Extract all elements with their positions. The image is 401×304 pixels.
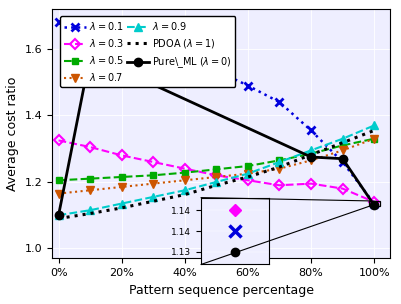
$\lambda = 0.9$	[182, 188, 187, 192]
Line: $\lambda = 0.3$: $\lambda = 0.3$	[55, 137, 377, 206]
$\lambda = 0.9$	[339, 137, 344, 140]
Pure\_ML ($\lambda = 0$)	[339, 157, 344, 161]
PDOA ($\lambda = 1$)	[56, 217, 61, 220]
$\lambda = 0.1$	[276, 100, 281, 104]
$\lambda = 0.9$	[87, 208, 92, 212]
X-axis label: Pattern sequence percentage: Pattern sequence percentage	[128, 284, 313, 297]
$\lambda = 0.7$	[276, 167, 281, 171]
PDOA ($\lambda = 1$)	[276, 165, 281, 169]
Legend: $\lambda = 0.1$, $\lambda = 0.3$, $\lambda = 0.5$, $\lambda = 0.7$, $\lambda = 0: $\lambda = 0.1$, $\lambda = 0.3$, $\lamb…	[60, 16, 235, 87]
$\lambda = 0.5$	[56, 178, 61, 182]
$\lambda = 0.5$	[339, 143, 344, 147]
$\lambda = 0.1$	[371, 202, 376, 206]
$\lambda = 0.5$	[213, 168, 218, 171]
Bar	[369, 201, 379, 206]
PDOA ($\lambda = 1$)	[245, 175, 250, 179]
$\lambda = 0.7$	[182, 178, 187, 182]
$\lambda = 0.5$	[87, 177, 92, 181]
$\lambda = 0.3$	[371, 200, 376, 204]
$\lambda = 0.3$	[150, 160, 155, 164]
$\lambda = 0.3$	[339, 187, 344, 190]
$\lambda = 0.9$	[150, 195, 155, 199]
$\lambda = 0.5$	[245, 164, 250, 168]
$\lambda = 0.7$	[339, 149, 344, 152]
Pure\_ML ($\lambda = 0$)	[371, 203, 376, 207]
Pure\_ML ($\lambda = 0$)	[87, 54, 92, 57]
Line: $\lambda = 0.5$: $\lambda = 0.5$	[55, 135, 377, 184]
$\lambda = 0.5$	[150, 174, 155, 177]
PDOA ($\lambda = 1$)	[87, 212, 92, 215]
Y-axis label: Average cost ratio: Average cost ratio	[6, 77, 19, 191]
$\lambda = 0.7$	[119, 185, 124, 189]
$\lambda = 0.1$	[87, 29, 92, 33]
$\lambda = 0.3$	[276, 183, 281, 187]
$\lambda = 0.9$	[119, 202, 124, 206]
$\lambda = 0.5$	[182, 171, 187, 174]
$\lambda = 0.7$	[245, 172, 250, 175]
PDOA ($\lambda = 1$)	[371, 129, 376, 132]
$\lambda = 0.3$	[308, 182, 313, 185]
$\lambda = 0.1$	[339, 160, 344, 164]
Line: $\lambda = 0.1$: $\lambda = 0.1$	[54, 18, 377, 208]
PDOA ($\lambda = 1$)	[308, 153, 313, 157]
$\lambda = 0.7$	[87, 188, 92, 192]
$\lambda = 0.9$	[308, 149, 313, 152]
$\lambda = 0.1$	[245, 84, 250, 87]
Pure\_ML ($\lambda = 0$)	[56, 213, 61, 217]
$\lambda = 0.9$	[213, 180, 218, 184]
$\lambda = 0.3$	[56, 139, 61, 142]
PDOA ($\lambda = 1$)	[213, 183, 218, 187]
PDOA ($\lambda = 1$)	[182, 193, 187, 196]
$\lambda = 0.1$	[119, 39, 124, 43]
$\lambda = 0.3$	[119, 154, 124, 157]
$\lambda = 0.7$	[56, 192, 61, 195]
PDOA ($\lambda = 1$)	[119, 206, 124, 210]
Line: Pure\_ML ($\lambda = 0$): Pure\_ML ($\lambda = 0$)	[54, 51, 377, 219]
$\lambda = 0.3$	[182, 167, 187, 171]
$\lambda = 0.9$	[371, 124, 376, 127]
$\lambda = 0.5$	[276, 158, 281, 162]
$\lambda = 0.1$	[150, 49, 155, 53]
$\lambda = 0.9$	[245, 172, 250, 175]
$\lambda = 0.1$	[213, 69, 218, 72]
Line: $\lambda = 0.7$: $\lambda = 0.7$	[54, 135, 377, 198]
$\lambda = 0.3$	[213, 174, 218, 177]
$\lambda = 0.7$	[213, 175, 218, 179]
$\lambda = 0.1$	[182, 59, 187, 62]
$\lambda = 0.9$	[56, 213, 61, 217]
$\lambda = 0.3$	[87, 145, 92, 149]
$\lambda = 0.5$	[371, 137, 376, 140]
$\lambda = 0.1$	[308, 129, 313, 132]
Line: $\lambda = 0.9$: $\lambda = 0.9$	[54, 121, 377, 219]
Pure\_ML ($\lambda = 0$)	[308, 155, 313, 159]
$\lambda = 0.7$	[150, 182, 155, 185]
$\lambda = 0.1$	[56, 21, 61, 24]
$\lambda = 0.3$	[245, 178, 250, 182]
$\lambda = 0.7$	[371, 137, 376, 140]
PDOA ($\lambda = 1$)	[150, 199, 155, 203]
Line: PDOA ($\lambda = 1$): PDOA ($\lambda = 1$)	[59, 130, 373, 219]
$\lambda = 0.5$	[119, 175, 124, 179]
$\lambda = 0.5$	[308, 152, 313, 156]
$\lambda = 0.9$	[276, 160, 281, 164]
$\lambda = 0.7$	[308, 158, 313, 162]
PDOA ($\lambda = 1$)	[339, 141, 344, 145]
